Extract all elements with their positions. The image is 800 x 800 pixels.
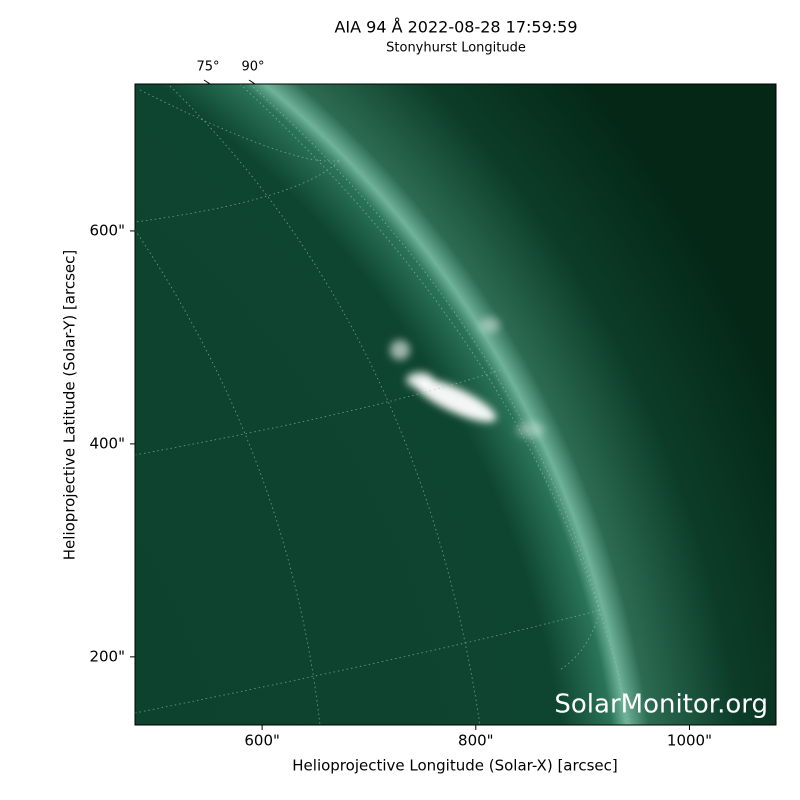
top-tick-label: 75° bbox=[196, 60, 219, 75]
y-tick-label: 600" bbox=[89, 221, 125, 239]
top-axis-label: Stonyhurst Longitude bbox=[386, 41, 526, 56]
solar-image bbox=[135, 84, 776, 725]
axes-frame bbox=[134, 83, 777, 726]
top-tick bbox=[248, 79, 256, 85]
watermark: SolarMonitor.org bbox=[554, 690, 768, 720]
x-tick-label: 800" bbox=[458, 732, 494, 750]
top-tick bbox=[203, 79, 211, 85]
y-axis-label: Helioprojective Latitude (Solar-Y) [arcs… bbox=[61, 250, 79, 560]
y-tick-label: 400" bbox=[89, 434, 125, 452]
x-axis-label: Helioprojective Longitude (Solar-X) [arc… bbox=[292, 757, 617, 775]
x-tick-label: 1000" bbox=[667, 732, 712, 750]
x-tick-label: 600" bbox=[244, 732, 280, 750]
top-tick-label: 90° bbox=[241, 60, 264, 75]
y-tick-label: 200" bbox=[89, 647, 125, 665]
chart-title: AIA 94 Å 2022-08-28 17:59:59 bbox=[334, 18, 577, 37]
